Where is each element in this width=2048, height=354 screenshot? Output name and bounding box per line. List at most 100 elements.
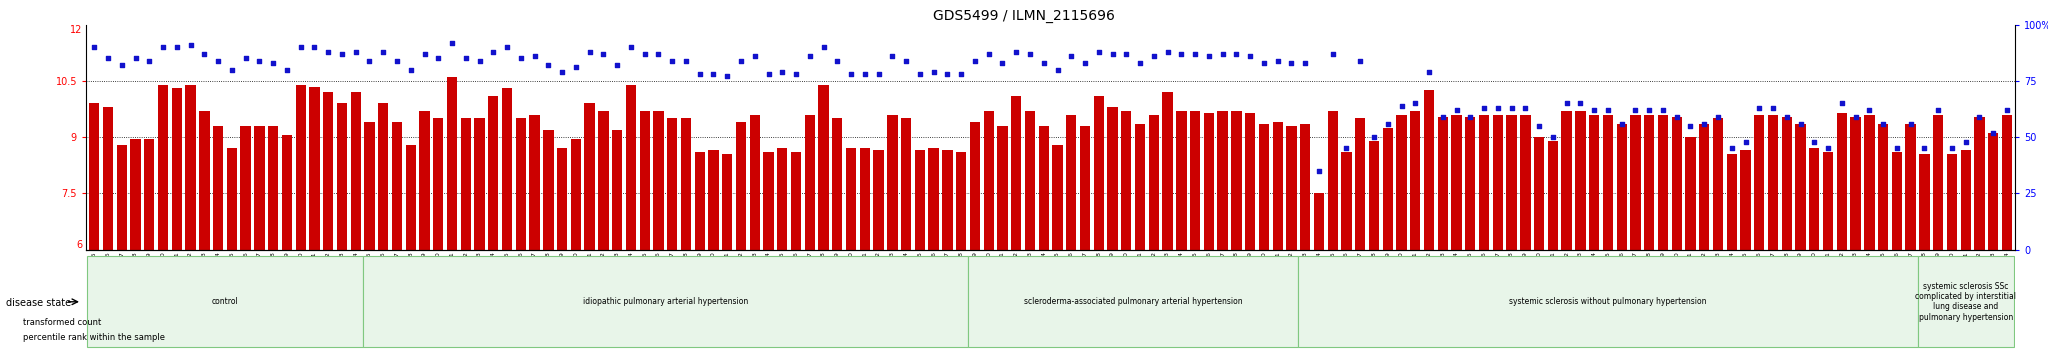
Bar (639, 111, 649, 250)
Bar (1864, 115, 1874, 250)
Text: systemic sclerosis without pulmonary hypertension: systemic sclerosis without pulmonary hyp… (1509, 297, 1706, 306)
Bar (680, 119, 690, 250)
Bar (1712, 119, 1722, 250)
Point (1743, 105, 1776, 111)
Point (862, 72, 895, 77)
Point (1303, 168, 1335, 174)
Point (504, 56, 537, 61)
Bar (1204, 113, 1214, 250)
Bar (1149, 115, 1159, 250)
Point (1976, 130, 2009, 136)
Point (518, 53, 551, 59)
Point (492, 45, 524, 50)
Point (1769, 114, 1802, 120)
Bar (88, 256, 362, 347)
Bar (1479, 115, 1489, 250)
Bar (1327, 111, 1337, 250)
Point (1399, 101, 1432, 106)
Bar (530, 115, 541, 250)
Point (1454, 114, 1487, 120)
Point (1565, 101, 1597, 106)
Point (1358, 135, 1391, 140)
Bar (543, 130, 553, 250)
Point (1921, 107, 1954, 113)
Text: idiopathic pulmonary arterial hypertension: idiopathic pulmonary arterial hypertensi… (584, 297, 748, 306)
Bar (295, 85, 305, 250)
Point (1495, 105, 1528, 111)
Point (1083, 49, 1116, 55)
Bar (1397, 115, 1407, 250)
Point (1853, 107, 1886, 113)
Bar (1917, 256, 2013, 347)
Bar (1438, 116, 1448, 250)
Bar (1493, 115, 1503, 250)
Bar (324, 92, 334, 250)
Bar (571, 139, 582, 250)
Bar (1411, 111, 1421, 250)
Point (229, 56, 262, 61)
Bar (846, 148, 856, 250)
Bar (1217, 111, 1229, 250)
Bar (461, 119, 471, 250)
Point (1055, 53, 1087, 59)
Bar (350, 92, 360, 250)
Bar (1657, 115, 1669, 250)
Bar (956, 152, 967, 250)
Bar (1948, 154, 1958, 250)
Point (1757, 105, 1790, 111)
Bar (1053, 145, 1063, 250)
Bar (1356, 119, 1366, 250)
Bar (283, 135, 293, 250)
Text: 12: 12 (70, 25, 82, 35)
Bar (694, 152, 705, 250)
Point (1509, 105, 1542, 111)
Point (1798, 139, 1831, 144)
Point (643, 51, 676, 57)
Text: systemic sclerosis SSc
complicated by interstitial
lung disease and
pulmonary hy: systemic sclerosis SSc complicated by in… (1915, 282, 2015, 322)
Point (1935, 145, 1968, 151)
Bar (942, 150, 952, 250)
Point (326, 51, 358, 57)
Bar (1974, 116, 1985, 250)
Bar (1700, 124, 1710, 250)
Point (311, 49, 344, 55)
Point (1069, 60, 1102, 66)
Point (104, 62, 137, 68)
Point (1524, 123, 1556, 129)
Bar (131, 139, 141, 250)
Point (655, 58, 688, 64)
Point (1673, 123, 1706, 129)
Point (958, 58, 991, 64)
Bar (240, 126, 250, 250)
Bar (1671, 116, 1681, 250)
Bar (90, 103, 100, 250)
Point (932, 72, 965, 77)
Bar (1851, 116, 1862, 250)
Point (477, 49, 510, 55)
Bar (1919, 154, 1929, 250)
Point (725, 58, 758, 64)
Bar (1423, 90, 1434, 250)
Point (119, 56, 152, 61)
Point (1964, 114, 1997, 120)
Point (1288, 60, 1321, 66)
Bar (1120, 111, 1130, 250)
Bar (1012, 96, 1022, 250)
Point (1040, 67, 1073, 73)
Bar (1272, 122, 1282, 250)
Point (215, 67, 248, 73)
Text: percentile rank within the sample: percentile rank within the sample (23, 332, 164, 342)
Point (1784, 121, 1817, 126)
Point (436, 40, 469, 46)
Point (1647, 107, 1679, 113)
Point (1276, 60, 1309, 66)
Point (821, 58, 854, 64)
Point (381, 58, 414, 64)
Point (395, 67, 428, 73)
Bar (872, 150, 885, 250)
Point (1096, 51, 1128, 57)
Point (848, 72, 881, 77)
Text: transformed count: transformed count (23, 318, 100, 327)
Point (1632, 107, 1665, 113)
Point (1620, 107, 1653, 113)
